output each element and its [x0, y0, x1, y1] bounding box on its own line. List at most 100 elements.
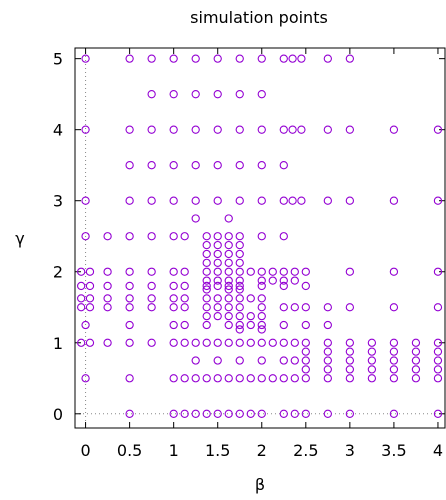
data-point [224, 258, 233, 268]
data-point [235, 276, 244, 285]
data-point [81, 320, 90, 330]
data-point [301, 320, 310, 330]
data-point [367, 338, 377, 347]
data-point [301, 338, 310, 347]
data-point [169, 161, 178, 170]
data-point [257, 281, 266, 291]
data-point [246, 267, 255, 276]
data-point [125, 294, 134, 303]
data-point [213, 54, 222, 63]
data-point [389, 374, 399, 383]
y-tick-label: 2 [53, 263, 63, 282]
data-point [85, 338, 95, 347]
data-point [169, 303, 178, 312]
data-point [125, 232, 134, 241]
data-point [279, 303, 288, 312]
data-point [125, 125, 134, 134]
data-point [125, 303, 134, 312]
data-point [345, 356, 355, 365]
data-point [202, 276, 211, 285]
data-point [279, 232, 288, 241]
data-point [257, 125, 266, 134]
data-point [290, 276, 299, 285]
data-points [77, 54, 443, 418]
data-point [297, 125, 306, 134]
data-point [169, 374, 178, 383]
data-point [169, 294, 178, 303]
data-point [433, 409, 443, 418]
data-point [235, 54, 244, 63]
data-point [288, 54, 297, 63]
data-point [257, 294, 266, 303]
data-point [213, 196, 222, 205]
data-point [257, 320, 266, 330]
data-point [81, 232, 90, 241]
data-point [279, 356, 288, 365]
data-point [202, 281, 211, 291]
data-point [180, 232, 189, 241]
data-point [224, 338, 233, 347]
data-point [301, 409, 310, 418]
data-point [433, 365, 443, 374]
data-point [389, 365, 399, 374]
data-point [125, 409, 134, 418]
data-point [103, 338, 112, 347]
x-tick-label: 4 [433, 441, 443, 460]
data-point [301, 374, 310, 383]
y-tick-label: 1 [53, 334, 63, 353]
data-point [235, 409, 244, 418]
data-point [147, 161, 156, 170]
data-point [169, 409, 178, 418]
data-point [191, 54, 200, 63]
data-point [279, 320, 288, 330]
data-point [77, 267, 86, 276]
data-point [323, 374, 332, 383]
data-point [147, 90, 156, 99]
data-point [257, 356, 266, 365]
data-point [433, 125, 443, 134]
data-point [257, 409, 266, 418]
data-point [180, 281, 189, 291]
data-point [202, 311, 211, 321]
data-point [279, 125, 288, 134]
data-point [257, 196, 266, 205]
data-point [202, 374, 211, 383]
data-point [279, 54, 288, 63]
data-point [345, 374, 355, 383]
data-point [246, 374, 255, 383]
y-tick-label: 5 [53, 50, 63, 69]
data-point [290, 374, 299, 383]
data-point [147, 232, 156, 241]
data-point [279, 281, 288, 291]
data-point [213, 356, 222, 365]
data-point [433, 356, 443, 365]
data-point [180, 267, 189, 276]
data-point [213, 258, 222, 268]
data-point [213, 276, 222, 285]
data-point [103, 281, 112, 291]
data-point [433, 267, 443, 276]
data-point [180, 320, 189, 330]
data-point [125, 374, 134, 383]
data-point [85, 281, 95, 291]
data-point [202, 240, 211, 250]
data-point [180, 409, 189, 418]
data-point [246, 320, 255, 330]
data-point [202, 409, 211, 418]
data-point [345, 125, 355, 134]
data-point [77, 294, 86, 303]
data-point [433, 303, 443, 312]
data-point [433, 338, 443, 347]
data-point [213, 374, 222, 383]
data-point [345, 303, 355, 312]
data-point [279, 409, 288, 418]
data-point [235, 125, 244, 134]
data-point [202, 303, 211, 312]
plot-frame [74, 47, 446, 429]
data-point [323, 125, 332, 134]
data-point [213, 294, 222, 303]
data-point [224, 232, 233, 241]
data-point [235, 267, 244, 276]
data-point [125, 338, 134, 347]
data-point [235, 294, 244, 303]
